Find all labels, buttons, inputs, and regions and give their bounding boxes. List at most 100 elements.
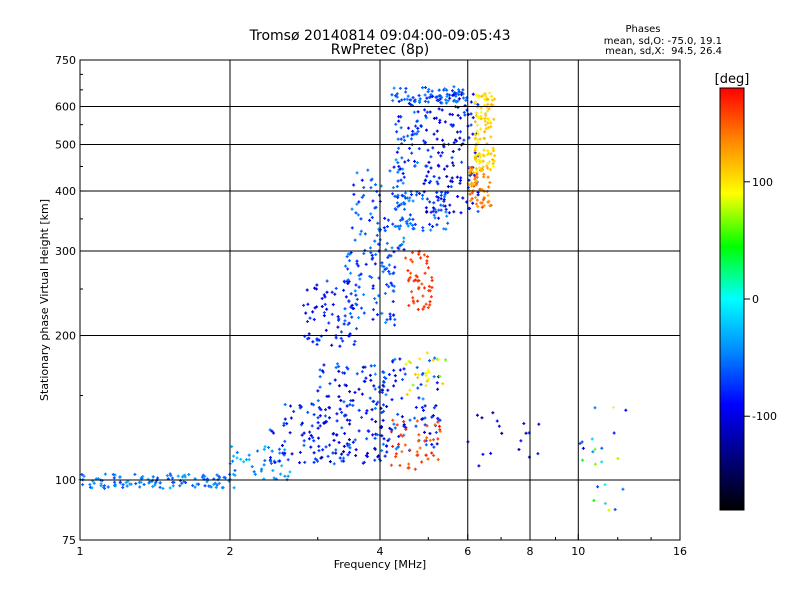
- data-point: [603, 483, 607, 487]
- data-point: [413, 223, 417, 227]
- data-point: [289, 404, 293, 408]
- data-point: [235, 456, 239, 460]
- data-point: [350, 315, 354, 319]
- data-point: [319, 456, 323, 460]
- data-point: [391, 186, 395, 190]
- x-tick-label: 16: [673, 545, 687, 558]
- data-point: [283, 448, 287, 452]
- data-point: [187, 473, 191, 477]
- data-point: [473, 180, 477, 184]
- data-point: [262, 447, 266, 451]
- data-point: [203, 474, 207, 478]
- data-point: [611, 405, 615, 409]
- data-point: [421, 417, 425, 421]
- data-point: [371, 286, 375, 290]
- data-point: [435, 442, 439, 446]
- y-axis: 75 100 200 300 400 500 600 750: [55, 54, 86, 547]
- data-point: [217, 481, 221, 485]
- data-point: [425, 424, 429, 428]
- data-point: [475, 202, 479, 206]
- data-point: [439, 197, 443, 201]
- data-point: [437, 358, 441, 362]
- data-point: [398, 368, 402, 372]
- data-point: [492, 159, 496, 163]
- data-point: [165, 474, 169, 478]
- data-point: [381, 383, 385, 387]
- data-point: [183, 473, 187, 477]
- data-point: [452, 85, 456, 89]
- data-point: [316, 416, 320, 420]
- data-point: [381, 270, 385, 274]
- data-point: [362, 193, 366, 197]
- data-point: [151, 475, 155, 479]
- data-point: [337, 440, 341, 444]
- data-point: [421, 294, 425, 298]
- data-point: [416, 130, 420, 134]
- data-point: [357, 200, 361, 204]
- data-point: [524, 431, 528, 435]
- data-point: [399, 433, 403, 437]
- data-point: [450, 180, 454, 184]
- data-point: [596, 485, 600, 489]
- data-point: [422, 182, 426, 186]
- data-point: [469, 100, 473, 104]
- data-point: [409, 137, 413, 141]
- data-point: [408, 217, 412, 221]
- data-point: [299, 423, 303, 427]
- data-point: [322, 363, 326, 367]
- data-point: [444, 191, 448, 195]
- data-point: [431, 209, 435, 213]
- data-point: [416, 126, 420, 130]
- data-point: [369, 378, 373, 382]
- data-point: [360, 415, 364, 419]
- data-point: [422, 253, 426, 257]
- data-point: [395, 150, 399, 154]
- data-point: [325, 290, 329, 294]
- data-point: [324, 328, 328, 332]
- data-point: [387, 373, 391, 377]
- y-tick-label: 200: [55, 330, 76, 343]
- data-point: [435, 180, 439, 184]
- data-point: [387, 285, 391, 289]
- data-point: [331, 451, 335, 455]
- data-point: [358, 232, 362, 236]
- data-point: [312, 451, 316, 455]
- data-point: [400, 98, 404, 102]
- data-point: [200, 475, 204, 479]
- data-point: [343, 307, 347, 311]
- data-point: [334, 286, 338, 290]
- data-point: [286, 474, 290, 478]
- y-tick-label: 500: [55, 139, 76, 152]
- x-tick-label: 8: [527, 545, 534, 558]
- data-point: [169, 474, 173, 478]
- data-point: [390, 93, 394, 97]
- data-point: [410, 151, 414, 155]
- data-point: [360, 178, 364, 182]
- data-point: [452, 99, 456, 103]
- data-point: [368, 246, 372, 250]
- data-point: [385, 283, 389, 287]
- data-point: [409, 98, 413, 102]
- data-point: [459, 179, 463, 183]
- data-point: [478, 155, 482, 159]
- data-point: [430, 276, 434, 280]
- data-point: [426, 306, 430, 310]
- data-point: [432, 375, 436, 379]
- data-point: [432, 213, 436, 217]
- data-point: [345, 404, 349, 408]
- data-point: [336, 362, 339, 366]
- data-point: [600, 460, 604, 464]
- data-point: [450, 156, 454, 160]
- data-point: [306, 410, 310, 414]
- data-point: [475, 198, 479, 202]
- data-point: [392, 422, 396, 426]
- data-point: [250, 465, 254, 469]
- data-point: [215, 483, 219, 487]
- data-point: [403, 160, 407, 164]
- data-point: [290, 452, 294, 456]
- data-point: [482, 148, 486, 152]
- colorbar: [719, 87, 745, 511]
- data-point: [338, 344, 342, 348]
- data-point: [369, 251, 373, 255]
- data-point: [428, 200, 432, 204]
